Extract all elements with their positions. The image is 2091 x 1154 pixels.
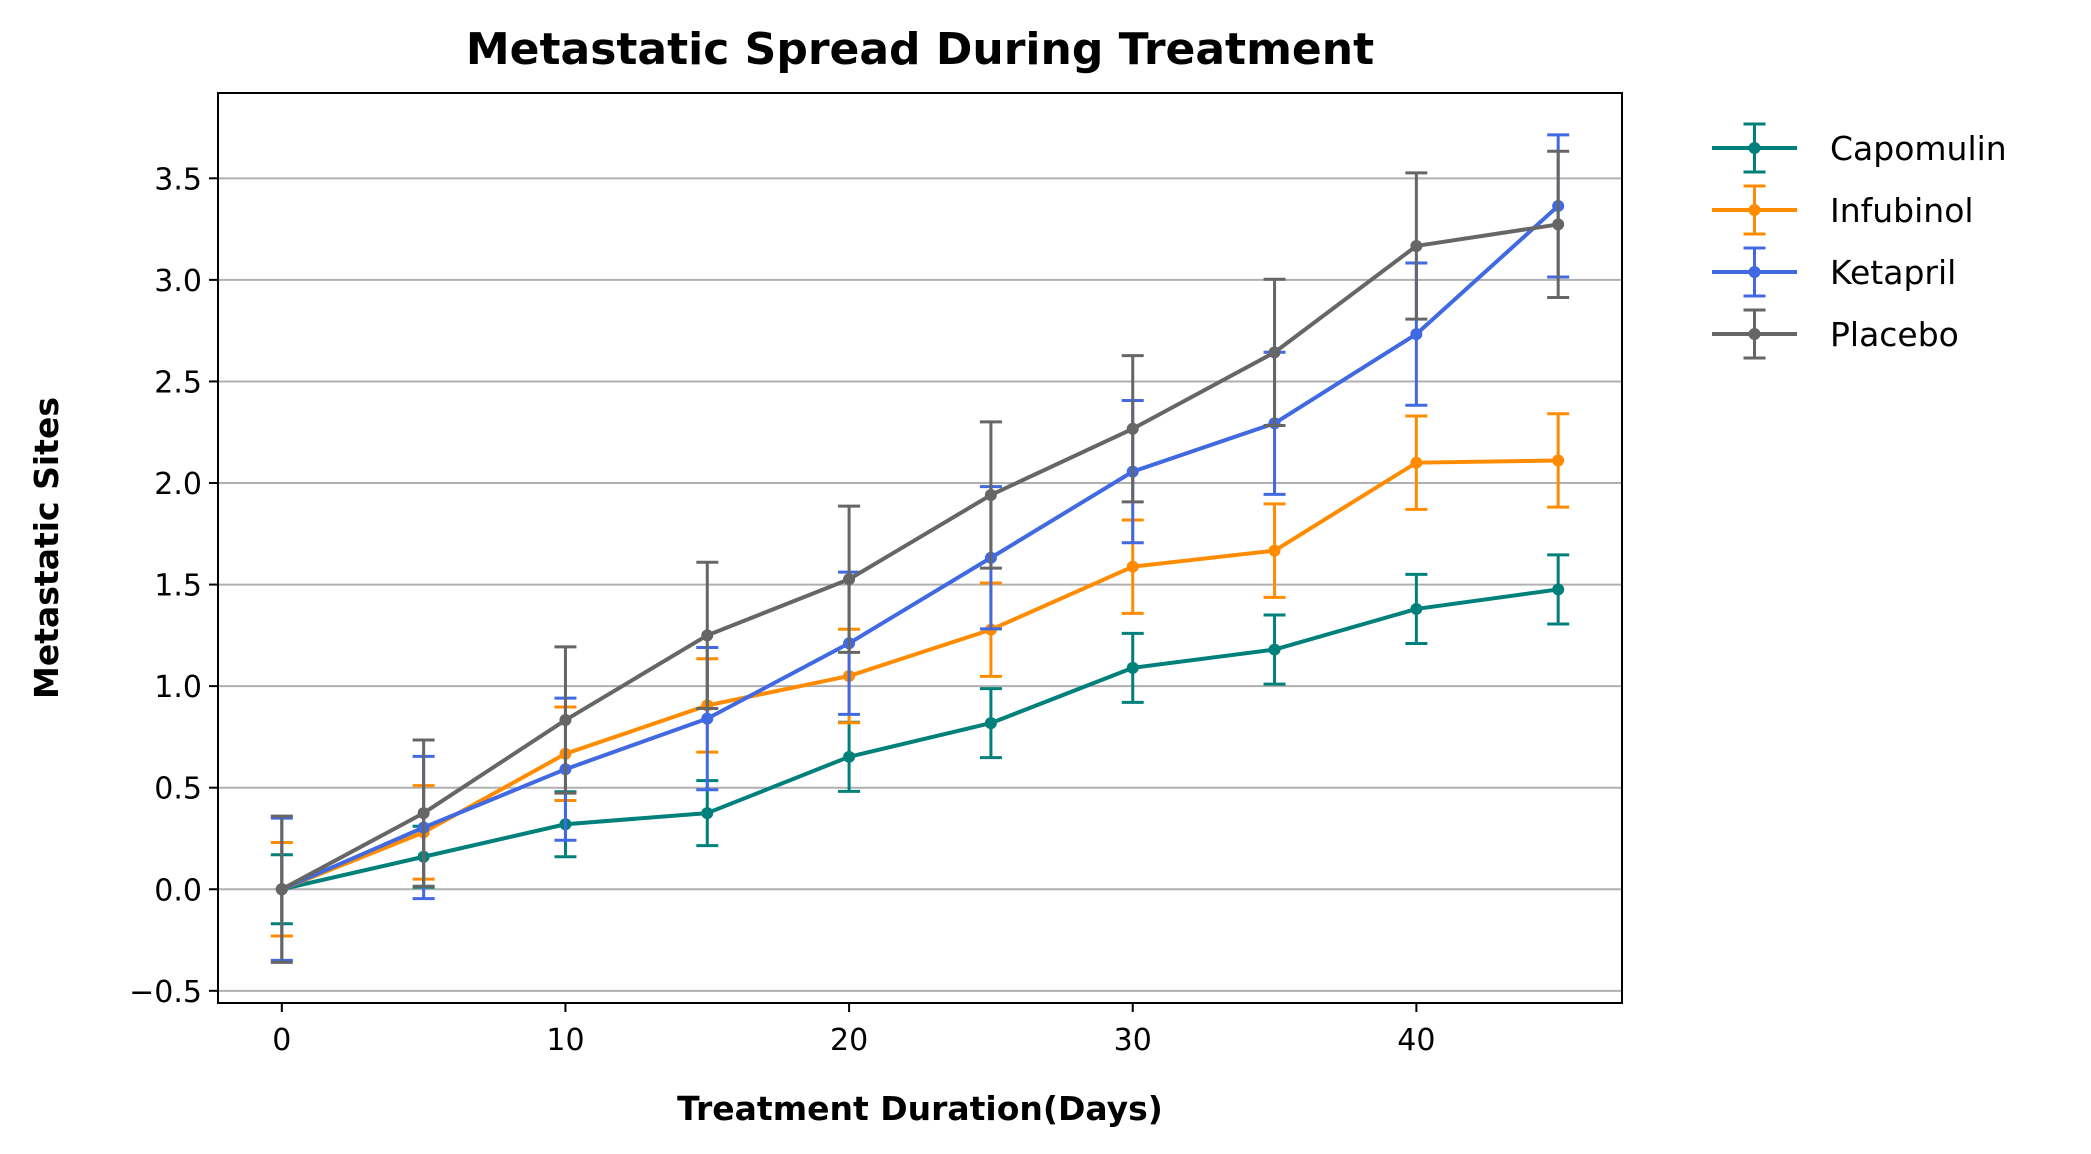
series-placebo — [270, 149, 1570, 964]
x-tick-label: 40 — [1397, 1023, 1435, 1058]
legend-label: Infubinol — [1830, 191, 1974, 230]
y-tick-label: 1.0 — [154, 670, 202, 705]
data-point — [1268, 544, 1281, 557]
data-point — [559, 714, 572, 727]
x-tick-label: 20 — [830, 1023, 868, 1058]
x-tick-label: 0 — [272, 1023, 291, 1058]
series-line — [281, 587, 1559, 892]
data-point — [984, 488, 997, 501]
data-point — [1126, 661, 1139, 674]
legend-item-placebo: Placebo — [1712, 308, 1959, 360]
data-point — [1410, 328, 1423, 341]
chart-title: Metastatic Spread During Treatment — [466, 24, 1374, 75]
data-point — [843, 750, 856, 763]
data-point — [843, 573, 856, 586]
data-point — [1410, 602, 1423, 615]
y-tick-label: −0.5 — [129, 975, 202, 1010]
legend-marker — [1748, 142, 1761, 154]
x-tick-label: 30 — [1114, 1023, 1152, 1058]
legend-label: Capomulin — [1830, 129, 2007, 168]
legend-item-ketapril: Ketapril — [1712, 246, 1956, 298]
axis-ticks: −0.5 0.0 0.5 1.0 1.5 2.0 2.5 3.0 3.5 0 10 20 30 40 — [129, 162, 1435, 1058]
legend-marker — [1748, 204, 1761, 216]
data-point — [1126, 422, 1139, 435]
y-tick-label: 0.5 — [154, 772, 202, 807]
data-point — [1552, 454, 1565, 467]
data-point — [417, 807, 430, 820]
data-point — [1410, 456, 1423, 469]
legend-marker — [1748, 266, 1761, 278]
data-point — [1268, 643, 1281, 656]
plot-area-frame — [217, 92, 1623, 1004]
series-line — [281, 204, 1560, 892]
data-point — [701, 807, 714, 820]
y-tick-label: 3.5 — [154, 162, 202, 197]
data-point — [701, 712, 714, 725]
data-point — [1552, 583, 1565, 596]
y-tick-label: 3.0 — [154, 264, 202, 299]
legend-item-capomulin: Capomulin — [1712, 122, 2007, 174]
y-tick-label: 2.0 — [154, 467, 202, 502]
data-point — [1126, 560, 1139, 573]
series-line — [280, 222, 1559, 892]
y-tick-label: 0.0 — [154, 873, 202, 908]
y-axis-label: Metastatic Sites — [27, 397, 66, 699]
data-point — [1552, 218, 1565, 231]
data-point — [1268, 346, 1281, 359]
data-point — [984, 717, 997, 730]
legend-marker — [1748, 328, 1761, 340]
legend-label: Placebo — [1830, 315, 1959, 354]
series-line — [281, 458, 1559, 892]
legend-item-infubinol: Infubinol — [1712, 184, 1974, 236]
legend-label: Ketapril — [1830, 253, 1956, 292]
data-point — [701, 629, 714, 642]
x-axis-label: Treatment Duration(Days) — [677, 1089, 1163, 1128]
data-point — [1410, 239, 1423, 252]
grid-lines — [218, 177, 1622, 992]
legend: Capomulin Infubinol Ketapril Placebo — [1712, 122, 2007, 360]
data-point — [275, 883, 288, 896]
x-tick-label: 10 — [546, 1023, 584, 1058]
y-tick-label: 1.5 — [154, 569, 202, 604]
plot-series — [270, 133, 1570, 964]
y-tick-label: 2.5 — [154, 365, 202, 400]
